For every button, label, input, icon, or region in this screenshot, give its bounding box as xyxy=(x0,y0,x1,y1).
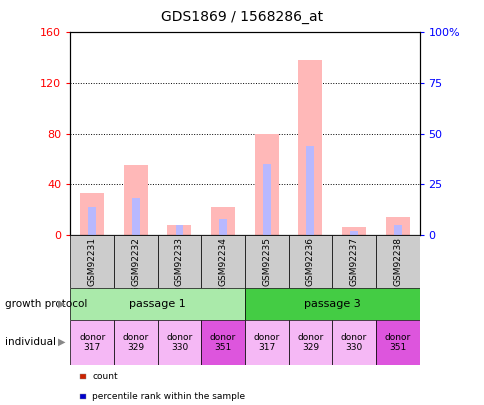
Text: donor
317: donor 317 xyxy=(79,333,105,352)
Text: individual: individual xyxy=(5,337,56,347)
Bar xyxy=(70,288,244,320)
Bar xyxy=(219,219,227,235)
Bar xyxy=(375,235,419,288)
Bar xyxy=(211,207,235,235)
Text: donor
317: donor 317 xyxy=(253,333,279,352)
Bar xyxy=(201,235,244,288)
Bar xyxy=(157,235,201,288)
Bar xyxy=(385,217,409,235)
Bar xyxy=(114,235,157,288)
Text: donor
329: donor 329 xyxy=(122,333,149,352)
Bar xyxy=(288,235,332,288)
Bar xyxy=(123,165,148,235)
Text: donor
329: donor 329 xyxy=(297,333,323,352)
Text: passage 3: passage 3 xyxy=(303,299,360,309)
Bar xyxy=(70,235,114,288)
Bar xyxy=(306,146,314,235)
Bar xyxy=(393,225,401,235)
Bar xyxy=(167,225,191,235)
Text: percentile rank within the sample: percentile rank within the sample xyxy=(92,392,245,401)
Text: GSM92231: GSM92231 xyxy=(88,237,96,286)
Text: donor
351: donor 351 xyxy=(210,333,236,352)
Bar xyxy=(244,288,419,320)
Text: GDS1869 / 1568286_at: GDS1869 / 1568286_at xyxy=(161,10,323,24)
Bar xyxy=(332,235,375,288)
Text: passage 1: passage 1 xyxy=(129,299,186,309)
Text: GSM92235: GSM92235 xyxy=(262,237,271,286)
Text: count: count xyxy=(92,372,118,381)
Bar xyxy=(341,227,365,235)
Bar xyxy=(288,320,332,364)
Text: GSM92232: GSM92232 xyxy=(131,237,140,286)
Bar xyxy=(262,164,270,235)
Bar xyxy=(244,320,288,364)
Text: GSM92238: GSM92238 xyxy=(393,237,401,286)
Bar xyxy=(114,320,157,364)
Bar xyxy=(88,207,96,235)
Text: GSM92234: GSM92234 xyxy=(218,237,227,286)
Bar xyxy=(80,193,104,235)
Bar xyxy=(244,235,288,288)
Text: ▶: ▶ xyxy=(58,299,65,309)
Bar xyxy=(157,320,201,364)
Bar xyxy=(254,134,278,235)
Bar xyxy=(70,320,114,364)
Text: GSM92236: GSM92236 xyxy=(305,237,314,286)
Text: GSM92237: GSM92237 xyxy=(349,237,358,286)
Text: ▶: ▶ xyxy=(58,337,65,347)
Text: donor
330: donor 330 xyxy=(166,333,192,352)
Text: donor
351: donor 351 xyxy=(384,333,410,352)
Bar xyxy=(175,225,183,235)
Bar xyxy=(332,320,375,364)
Text: growth protocol: growth protocol xyxy=(5,299,87,309)
Bar xyxy=(201,320,244,364)
Text: donor
330: donor 330 xyxy=(340,333,366,352)
Bar xyxy=(375,320,419,364)
Bar xyxy=(349,231,357,235)
Bar xyxy=(298,60,322,235)
Bar xyxy=(132,198,139,235)
Text: GSM92233: GSM92233 xyxy=(175,237,183,286)
